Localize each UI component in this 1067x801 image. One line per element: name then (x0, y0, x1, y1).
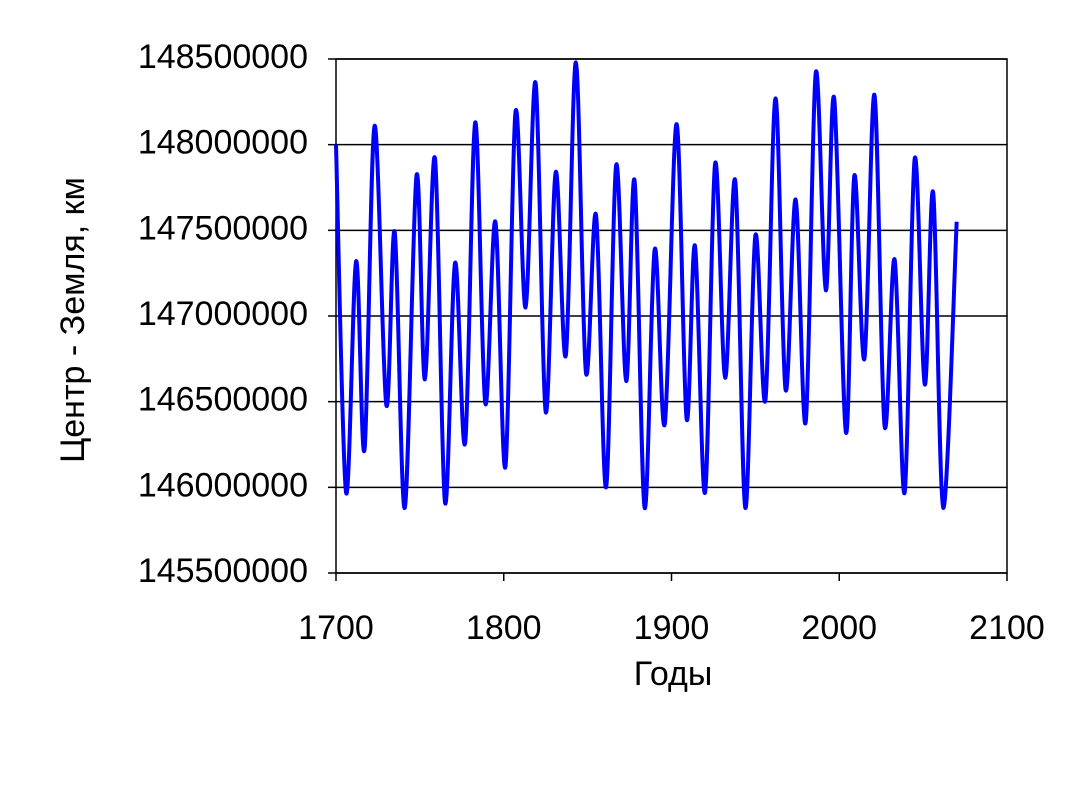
data-line (334, 60, 959, 510)
y-tick-label: 146000000 (138, 466, 308, 504)
y-tick-label: 146500000 (138, 381, 308, 419)
x-tick-label: 2000 (801, 609, 877, 647)
x-tick-label: 1900 (634, 609, 710, 647)
x-tick-label: 1700 (298, 609, 374, 647)
x-axis-title: Годы (634, 655, 713, 693)
plot-frame (335, 58, 1008, 574)
y-tick-label: 147500000 (138, 209, 308, 247)
y-tick-label: 148500000 (138, 38, 308, 76)
x-tick-label: 1800 (466, 609, 542, 647)
y-axis-title: Центр - Земля, км (54, 177, 92, 463)
x-tick-label: 2100 (969, 609, 1045, 647)
y-tick-label: 148000000 (138, 124, 308, 162)
y-tick-label: 145500000 (138, 552, 308, 590)
y-tick-label: 147000000 (138, 295, 308, 333)
